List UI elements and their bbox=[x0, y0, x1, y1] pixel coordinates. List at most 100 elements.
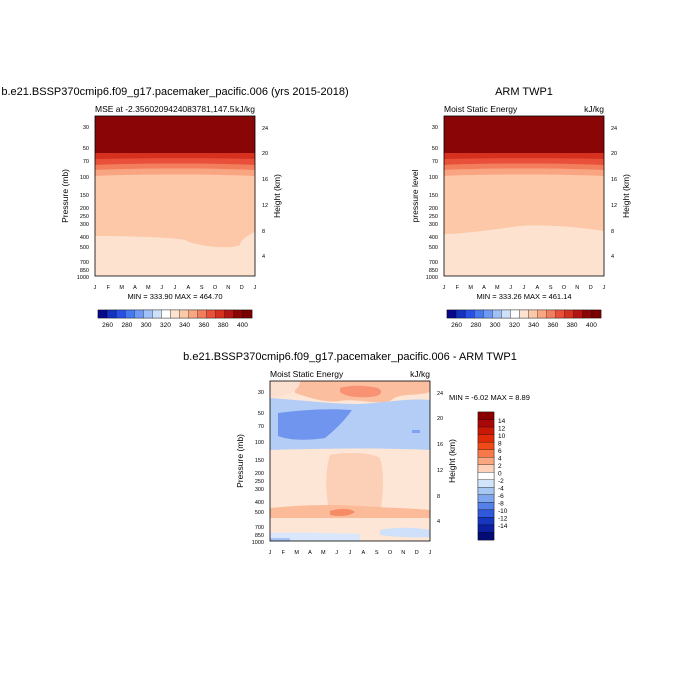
panel-diff-colorbar-label: 14 bbox=[498, 418, 506, 425]
panel-model-band-340 bbox=[95, 171, 255, 248]
panel-diff-ytick-label: 400 bbox=[255, 500, 264, 506]
panel-diff-colorbar-cell bbox=[477, 479, 495, 488]
panel-obs-colorbar-label: 400 bbox=[586, 322, 597, 329]
panel-model-ytick-label: 30 bbox=[83, 125, 89, 131]
panel-model-ytick-label: 1000 bbox=[77, 275, 89, 281]
panel-diff-colorbar-label: 6 bbox=[498, 448, 502, 455]
panel-obs-height-tick: 4 bbox=[611, 254, 614, 260]
panel-model-colorbar-label: 260 bbox=[102, 322, 113, 329]
panel-obs-ytick-label: 150 bbox=[429, 193, 438, 199]
panel-obs-xtick-label: M bbox=[468, 285, 473, 291]
panel-diff-colorbar-cell bbox=[477, 532, 495, 541]
panel-diff-colorbar-label: -2 bbox=[498, 478, 504, 485]
panel-obs-band-low bbox=[444, 268, 604, 276]
panel-model-left-label: MSE at -2.3560209424083781,147.5 bbox=[95, 104, 235, 114]
panel-model-ytick-label: 70 bbox=[83, 159, 89, 165]
panel-diff-left-label: Moist Static Energy bbox=[270, 369, 344, 379]
panel-obs-xtick-label: A bbox=[482, 285, 486, 291]
panel-obs-colorbar-cell bbox=[492, 309, 502, 319]
panel-model-colorbar-cell bbox=[224, 309, 235, 319]
panel-model-colorbar-cell bbox=[242, 309, 253, 319]
panel-obs-band-390 bbox=[444, 152, 604, 159]
panel-obs-ytick-label: 1000 bbox=[426, 275, 438, 281]
panel-obs-xtick-label: N bbox=[575, 285, 579, 291]
panel-diff-xtick-label: N bbox=[401, 550, 405, 556]
panel-obs-height-tick: 24 bbox=[611, 126, 617, 132]
panel-model-xtick-label: A bbox=[186, 285, 190, 291]
panel-diff-ytick-label: 150 bbox=[255, 458, 264, 464]
panel-diff-xtick-label: J bbox=[349, 550, 352, 556]
panel-diff-colorbar-cells bbox=[477, 411, 495, 541]
panel-diff-colorbar-cell bbox=[477, 472, 495, 480]
panel-model-ylabel: Pressure (mb) bbox=[60, 169, 70, 223]
panel-obs-field bbox=[444, 116, 604, 276]
panel-model-ytick-label: 200 bbox=[80, 206, 89, 212]
panel-model-xtick-label: J bbox=[254, 285, 257, 291]
panel-diff-ylabel-right: Height (km) bbox=[447, 439, 457, 483]
panel-model-ytick-label: 250 bbox=[80, 214, 89, 220]
panel-diff-xtick-label: O bbox=[388, 550, 393, 556]
panel-diff-colorbar-label: 4 bbox=[498, 456, 502, 463]
panel-obs-colorbar-label: 340 bbox=[528, 322, 539, 329]
panel-obs-ytick-label: 300 bbox=[429, 222, 438, 228]
panel-obs-ytick-label: 500 bbox=[429, 245, 438, 251]
panel-model-colorbar-cell bbox=[97, 309, 108, 319]
panel-diff-colorbar-cell bbox=[477, 524, 495, 533]
panel-diff-xtick-label: S bbox=[375, 550, 379, 556]
panel-obs-xtick-label: O bbox=[562, 285, 567, 291]
panel-diff-field bbox=[270, 381, 430, 541]
panel-model-xtick-label: M bbox=[119, 285, 124, 291]
panel-obs-ytick-label: 50 bbox=[432, 146, 438, 152]
panel-diff-band-warm-mid bbox=[326, 453, 384, 518]
panel-diff-xtick-label: A bbox=[361, 550, 365, 556]
panel-model-band-380 bbox=[95, 156, 255, 165]
panel-obs-band-340 bbox=[444, 171, 604, 234]
panel-diff-yticks: 30 50 70 100 150 200 250 300 400 500 700… bbox=[252, 390, 264, 546]
panel-diff-colorbar-label: -14 bbox=[498, 523, 508, 530]
panel-obs-colorbar-cell bbox=[591, 309, 602, 319]
panel-obs-colorbar-label: 260 bbox=[451, 322, 462, 329]
panel-obs-colorbar-cell bbox=[528, 309, 538, 319]
panel-obs-xtick-label: J bbox=[523, 285, 526, 291]
panel-model-ytick-label: 850 bbox=[80, 268, 89, 274]
panel-diff-colorbar-label: -12 bbox=[498, 516, 508, 523]
panel-model-units: kJ/kg bbox=[235, 104, 255, 114]
panel-model-colorbar-label: 320 bbox=[160, 322, 171, 329]
panel-diff-ytick-label: 50 bbox=[258, 411, 264, 417]
panel-diff-xtick-label: J bbox=[269, 550, 272, 556]
panel-obs-colorbar-cell bbox=[519, 309, 529, 319]
panel-model-ytick-label: 700 bbox=[80, 260, 89, 266]
panel-model-colorbar-label: 360 bbox=[198, 322, 209, 329]
panel-obs-colorbar-cell bbox=[483, 309, 493, 319]
panel-obs-xticks: J F M A M J J A S O N D J bbox=[443, 285, 606, 291]
panel-model-colorbar-cell bbox=[152, 309, 162, 319]
panel-diff-frame bbox=[269, 380, 431, 542]
panel-obs-height-tick: 8 bbox=[611, 229, 614, 235]
panel-model-frame bbox=[94, 115, 256, 277]
panel-model-xtick-label: A bbox=[133, 285, 137, 291]
panel-diff-height-tick: 20 bbox=[437, 416, 443, 422]
panel-model-xticks: J F M A M J J A S O N D J bbox=[94, 285, 257, 291]
panel-diff-band-top-peak bbox=[340, 385, 382, 398]
panel-model-xtick-label: F bbox=[107, 285, 111, 291]
panel-model-colorbar-cell bbox=[206, 309, 216, 319]
panel-model-colorbar-cell bbox=[170, 309, 180, 319]
panel-diff-xtick-label: A bbox=[308, 550, 312, 556]
panel-diff-colorbar-label: -6 bbox=[498, 493, 504, 500]
panel-obs-colorbar-cell bbox=[474, 309, 484, 319]
panel-obs-stats: MIN = 333.26 MAX = 461.14 bbox=[476, 292, 571, 301]
panel-model-band-360 bbox=[95, 166, 255, 176]
panel-model-height-tick: 24 bbox=[262, 126, 268, 132]
panel-model-colorbar: 260 280 300 320 340 360 380 400 bbox=[97, 309, 253, 329]
panel-diff-colorbar-cell bbox=[477, 502, 495, 511]
panel-obs-ytick-label: 700 bbox=[429, 260, 438, 266]
panel-model-colorbar-label: 400 bbox=[237, 322, 248, 329]
panel-diff-height-tick: 12 bbox=[437, 468, 443, 474]
panel-diff-colorbar-label: -4 bbox=[498, 486, 504, 493]
panel-model-colorbar-label: 340 bbox=[179, 322, 190, 329]
panel-obs-ylabel: pressure level bbox=[410, 169, 420, 222]
panel-diff-stats: MIN = -6.02 MAX = 8.89 bbox=[449, 393, 530, 402]
panel-obs-yticks: 30 50 70 100 150 200 250 300 400 500 700… bbox=[426, 125, 438, 281]
panel-diff-band-top-light bbox=[270, 381, 300, 398]
panel-obs-yticks-right: 24 20 16 12 8 4 bbox=[611, 126, 617, 260]
